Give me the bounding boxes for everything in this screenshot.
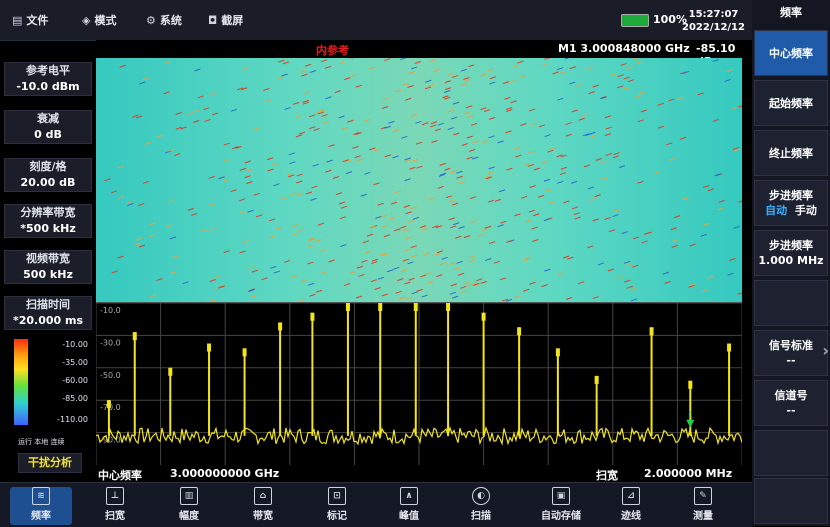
softkey-signal-standard[interactable]: 信号标准--›: [754, 330, 828, 376]
center-freq-label: 中心频率: [98, 467, 142, 483]
trace-icon: ⊿: [622, 487, 640, 505]
softkey-stop-freq[interactable]: 终止频率: [754, 130, 828, 176]
softkey-empty-2[interactable]: [754, 430, 828, 476]
color-scale-label: -110.00: [40, 415, 88, 424]
func-sweep[interactable]: ◐扫描: [450, 487, 512, 522]
bottom-function-bar: ≋频率 ⊥扫宽 ▥幅度 ⌂带宽 ⊡标记 ∧峰值 ◐扫描 ▣自动存储 ⊿迹线 ✎测…: [0, 482, 752, 527]
softkey-title: 频率: [752, 4, 830, 20]
func-peak[interactable]: ∧峰值: [378, 487, 440, 522]
func-marker[interactable]: ⊡标记: [306, 487, 368, 522]
softkey-start-freq[interactable]: 起始频率: [754, 80, 828, 126]
frequency-bar: 中心频率 3.000000000 GHz 扫宽 2.000000 MHz: [96, 464, 752, 482]
signal-peak-cap: [517, 327, 521, 335]
clock: 15:27:07 2022/12/12: [682, 8, 745, 34]
signal-peak-cap: [688, 381, 692, 389]
color-scale-bar: [14, 339, 28, 425]
chevron-right-icon: ›: [822, 343, 829, 358]
span-label: 扫宽: [596, 467, 618, 483]
signal-peak-cap: [243, 348, 247, 356]
mode-icon: ◈: [82, 14, 90, 27]
menu-file[interactable]: ▤文件: [12, 12, 48, 28]
signal-peak-cap: [556, 348, 560, 356]
marker-icon: ⊡: [328, 487, 346, 505]
signal-peak-cap: [278, 322, 282, 330]
date: 2022/12/12: [682, 21, 745, 34]
center-freq-value: 3.000000000 GHz: [170, 467, 279, 480]
bandwidth-icon: ⌂: [254, 487, 272, 505]
mode-button[interactable]: 干扰分析: [18, 453, 82, 473]
color-scale-label: -10.00: [40, 340, 88, 349]
spectrum-trace-display: -10.0-30.0-50.0-70.0-90.01: [96, 302, 742, 465]
softkey-step-mode[interactable]: 步进频率 自动 手动: [754, 180, 828, 226]
softkey-center-freq[interactable]: 中心频率: [754, 30, 828, 76]
signal-peak-cap: [168, 368, 172, 376]
spectrogram-display: [96, 58, 742, 302]
param-ref-level[interactable]: 参考电平-10.0 dBm: [4, 62, 92, 96]
measurement-bar: 内参考 M1 3.000848000 GHz -85.10 dBm: [96, 40, 752, 58]
gear-icon: ⚙: [146, 14, 156, 27]
menu-system[interactable]: ⚙系统: [146, 12, 182, 28]
func-frequency[interactable]: ≋频率: [10, 487, 72, 525]
color-scale-label: -60.00: [40, 376, 88, 385]
func-auto-save[interactable]: ▣自动存储: [530, 487, 592, 522]
battery-icon: [621, 14, 649, 27]
signal-peak-cap: [207, 344, 211, 352]
param-rbw[interactable]: 分辨率带宽*500 kHz: [4, 204, 92, 238]
frequency-icon: ≋: [32, 487, 50, 505]
y-tick-label: -30.0: [100, 338, 121, 347]
marker-label: 1: [688, 411, 693, 420]
span-value: 2.000000 MHz: [644, 467, 732, 480]
func-measure[interactable]: ✎测量: [672, 487, 734, 522]
signal-peak-cap: [482, 313, 486, 321]
signal-peak-cap: [650, 327, 654, 335]
step-manual-option[interactable]: 手动: [795, 204, 817, 217]
softkey-empty-1[interactable]: [754, 280, 828, 326]
marker-triangle[interactable]: [686, 420, 694, 428]
signal-peak-cap: [133, 332, 137, 340]
spectrum-chart: -10.0-30.0-50.0-70.0-90.01: [96, 303, 742, 465]
signal-peak-cap: [346, 303, 350, 311]
run-status: 运行 本地 连续: [18, 437, 64, 447]
spectrogram-svg: [96, 58, 742, 302]
func-bandwidth[interactable]: ⌂带宽: [232, 487, 294, 522]
sweep-icon: ◐: [472, 487, 490, 505]
signal-peak-cap: [727, 344, 731, 352]
func-span[interactable]: ⊥扫宽: [84, 487, 146, 522]
y-tick-label: -90.0: [100, 436, 121, 445]
signal-peak-cap: [414, 303, 418, 311]
signal-peak-cap: [595, 376, 599, 384]
marker-frequency: M1 3.000848000 GHz: [558, 42, 690, 55]
measure-icon: ✎: [694, 487, 712, 505]
func-amplitude[interactable]: ▥幅度: [158, 487, 220, 522]
top-menu-bar: ▤文件 ◈模式 ⚙系统 ◘截屏 100% 15:27:07 2022/12/12: [0, 0, 752, 41]
reference-source: 内参考: [316, 42, 349, 58]
menu-mode[interactable]: ◈模式: [82, 12, 116, 28]
param-sweep-time[interactable]: 扫描时间*20.000 ms: [4, 296, 92, 330]
color-scale-label: -85.00: [40, 394, 88, 403]
func-trace[interactable]: ⊿迹线: [600, 487, 662, 522]
camera-icon: ◘: [208, 14, 217, 27]
signal-peak-cap: [107, 400, 111, 408]
softkey-empty-3[interactable]: [754, 478, 828, 524]
step-auto-option[interactable]: 自动: [765, 204, 787, 217]
amplitude-icon: ▥: [180, 487, 198, 505]
color-scale-label: -35.00: [40, 358, 88, 367]
y-tick-label: -10.0: [100, 306, 121, 315]
span-icon: ⊥: [106, 487, 124, 505]
peak-icon: ∧: [400, 487, 418, 505]
y-tick-label: -50.0: [100, 371, 121, 380]
menu-screenshot[interactable]: ◘截屏: [208, 12, 243, 28]
save-icon: ▣: [552, 487, 570, 505]
file-icon: ▤: [12, 14, 22, 27]
signal-peak-cap: [446, 303, 450, 311]
softkey-channel-number[interactable]: 信道号--: [754, 380, 828, 426]
signal-peak-cap: [310, 313, 314, 321]
time: 15:27:07: [682, 8, 745, 21]
signal-peak-cap: [378, 303, 382, 311]
